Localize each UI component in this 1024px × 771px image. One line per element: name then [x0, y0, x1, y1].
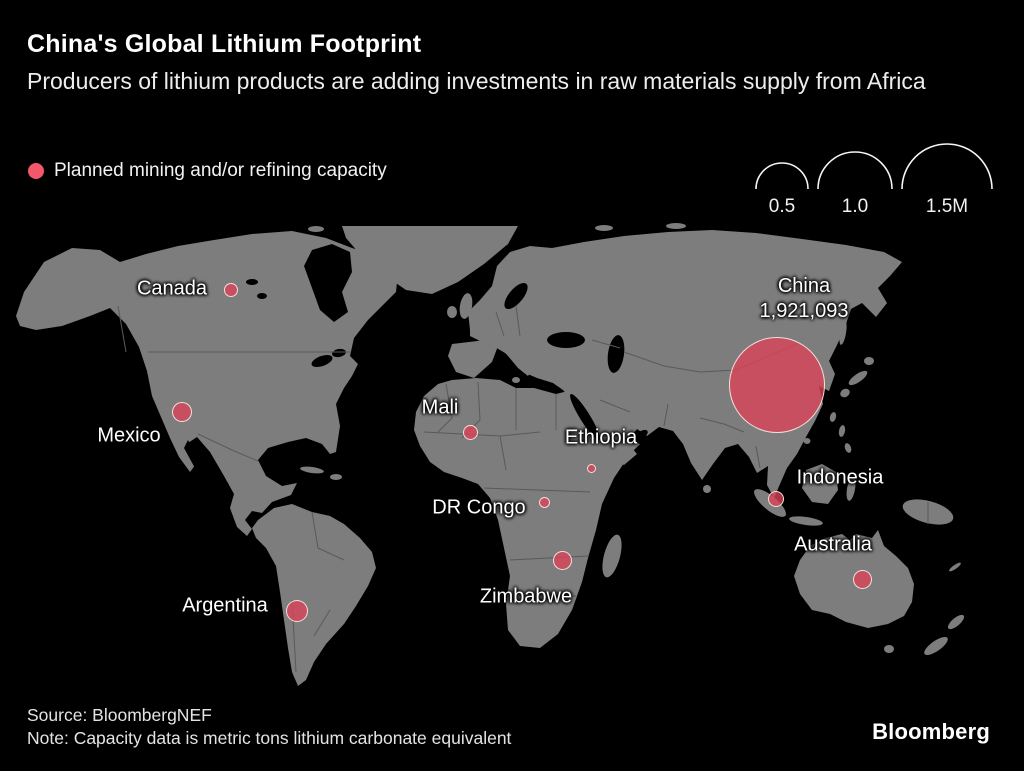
map-label-ethiopia: Ethiopia — [564, 426, 638, 449]
size-arc-0.5 — [755, 162, 809, 190]
map-label-canada: Canada — [136, 277, 208, 300]
note-text: Note: Capacity data is metric tons lithi… — [27, 728, 512, 748]
bubble-dr-congo — [538, 496, 550, 508]
size-legend: 0.5 1.0 1.5M — [755, 143, 993, 217]
map-label-australia: Australia — [794, 533, 872, 556]
bubble-zimbabwe — [552, 550, 572, 570]
bubble-ethiopia — [586, 463, 596, 473]
map-label-value-china: 1,921,093 — [759, 300, 849, 322]
map-label-zimbabwe: Zimbabwe — [479, 585, 573, 608]
size-arc-1.5M — [901, 143, 993, 190]
map-label-mali: Mali — [421, 396, 459, 419]
bubble-canada — [224, 283, 238, 297]
map-label-mexico: Mexico — [97, 424, 161, 447]
size-arc-label-0.5: 0.5 — [769, 196, 795, 217]
bubble-indonesia — [768, 491, 784, 507]
inland-seas — [184, 244, 648, 470]
chart-title: China's Global Lithium Footprint — [27, 30, 422, 58]
bubble-argentina — [286, 600, 308, 622]
landmasses — [16, 223, 965, 686]
legend-dot-icon — [28, 163, 44, 179]
size-arc-label-1.0: 1.0 — [842, 196, 868, 217]
bubble-mali — [462, 424, 478, 440]
bubble-mexico — [172, 402, 192, 422]
bubble-australia — [852, 569, 872, 589]
bloomberg-logo: Bloomberg — [872, 719, 990, 744]
chart-subtitle: Producers of lithium products are adding… — [27, 68, 926, 94]
map-label-dr-congo: DR Congo — [432, 496, 526, 519]
map-label-china: China 1,921,093 — [759, 275, 849, 322]
map-label-argentina: Argentina — [182, 594, 268, 617]
legend-label: Planned mining and/or refining capacity — [54, 160, 387, 181]
legend: Planned mining and/or refining capacity — [28, 160, 387, 182]
size-arc-label-1.5M: 1.5M — [926, 196, 968, 217]
bubble-china — [729, 337, 825, 433]
source-text: Source: BloombergNEF — [27, 705, 212, 725]
map-label-indonesia: Indonesia — [796, 466, 884, 489]
size-arc-1.0 — [817, 151, 893, 190]
